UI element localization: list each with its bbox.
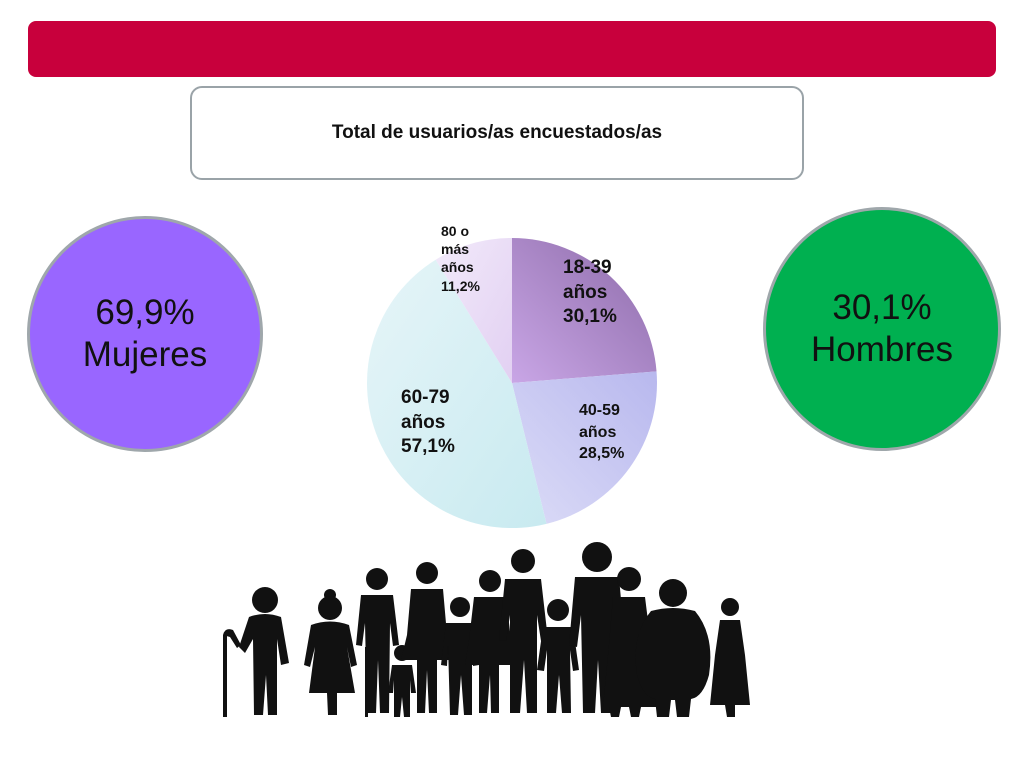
women-stat-circle: 69,9% Mujeres: [27, 216, 263, 452]
women-percent: 69,9%: [95, 293, 195, 332]
men-stat-circle: 30,1% Hombres: [763, 207, 1001, 451]
pie-slice-60-79: [366, 259, 547, 529]
slice-label-18-39: 18-39 años 30,1%: [563, 257, 617, 328]
men-label: Hombres: [811, 330, 953, 369]
men-percent: 30,1%: [832, 288, 932, 327]
slice-label-60-79: 60-79 años 57,1%: [401, 387, 455, 458]
pie-slice-40-59: [512, 371, 658, 524]
slice-label-40-59: 40-59 años 28,5%: [579, 402, 625, 463]
title-box: Total de usuarios/as encuestados/as: [190, 86, 804, 180]
page-title: Total de usuarios/as encuestados/as: [331, 122, 663, 143]
slice-label-80-plus: 80 o más años 11,2%: [441, 223, 480, 294]
pie-slice-18-39: [512, 238, 657, 383]
women-label: Mujeres: [82, 335, 208, 374]
people-group-icon: [223, 542, 750, 717]
pie-slice-80-o: [435, 238, 512, 383]
top-banner: [28, 21, 996, 77]
